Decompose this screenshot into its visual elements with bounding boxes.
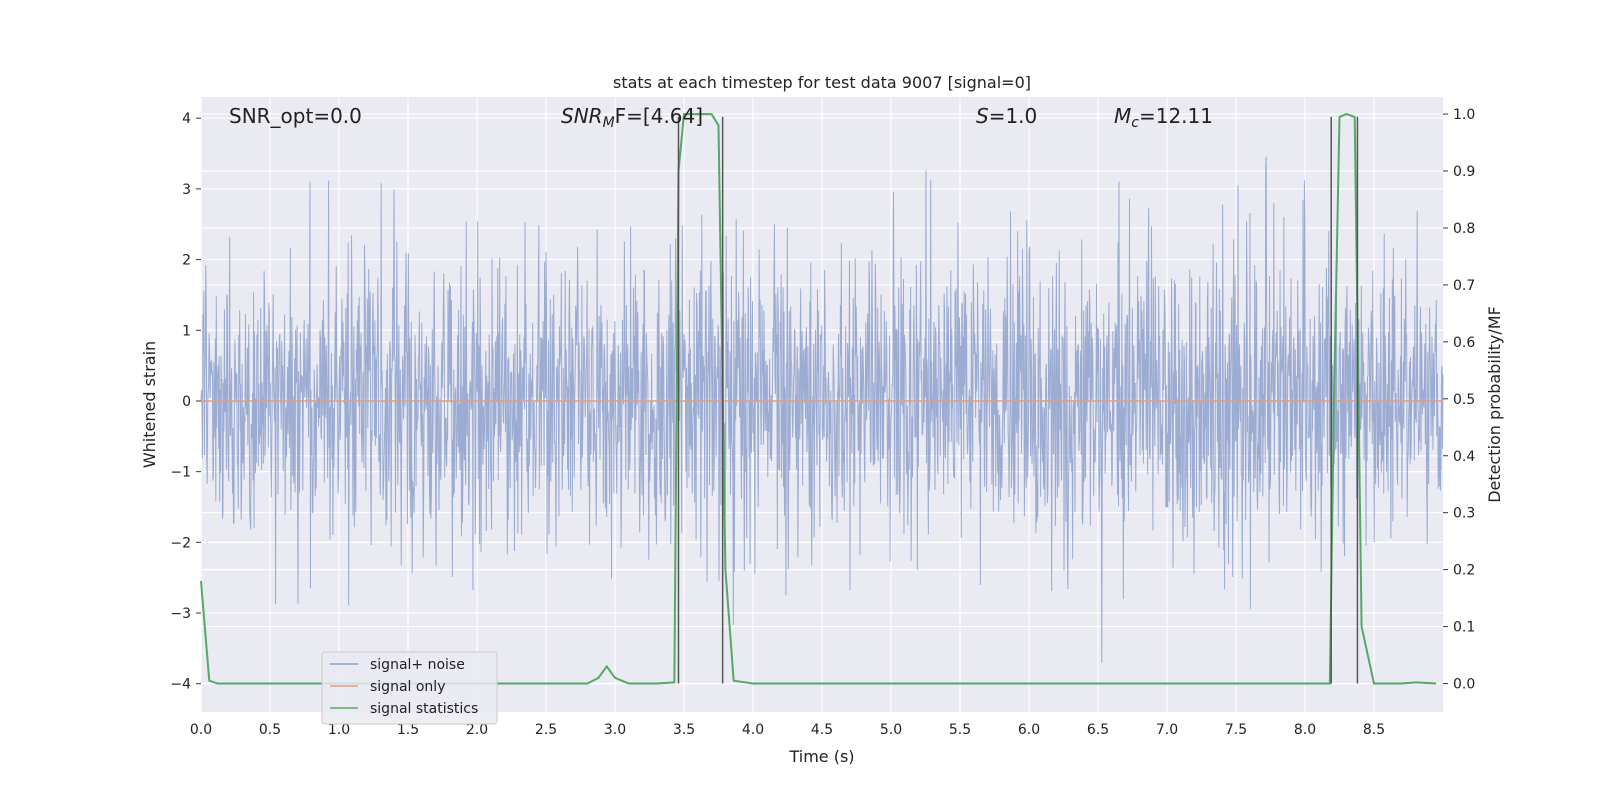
x-tick-label: 7.0	[1156, 722, 1178, 738]
y-tick-label-left: −4	[170, 677, 191, 693]
legend-label-signal-statistics: signal statistics	[370, 701, 478, 717]
annotation-mc: Mc=12.11	[1114, 104, 1213, 131]
x-tick-label: 3.5	[673, 722, 695, 738]
x-axis-label: Time (s)	[788, 747, 854, 766]
y-tick-label-left: 4	[182, 111, 191, 127]
annotation-snr-mf-tail: F=[4.64]	[615, 104, 703, 128]
x-tick-label: 1.0	[328, 722, 350, 738]
annotation-s: S=1.0	[976, 104, 1037, 128]
annotation-s-tail: =1.0	[989, 104, 1038, 128]
annotation-snr-mf-main: SNR	[561, 104, 603, 128]
y-tick-label-left: 1	[182, 323, 191, 339]
annotation-snr-opt: SNR_opt=0.0	[229, 104, 362, 128]
legend: signal+ noise signal only signal statist…	[321, 651, 498, 725]
x-tick-label: 2.0	[466, 722, 488, 738]
x-tick-label: 6.5	[1087, 722, 1109, 738]
x-tick-label: 0.0	[190, 722, 212, 738]
y-axis-label-right: Detection probability/MF	[1485, 306, 1504, 503]
annotation-mc-sub: c	[1131, 115, 1139, 131]
x-tick-label: 1.5	[397, 722, 419, 738]
annotation-snr-mf: SNRMF=[4.64]	[561, 104, 703, 131]
y-tick-label-right: 0.8	[1453, 221, 1475, 237]
y-tick-label-left: 0	[182, 394, 191, 410]
x-tick-label: 2.5	[535, 722, 557, 738]
annotation-s-italic: S	[976, 104, 989, 128]
chart-title: stats at each timestep for test data 900…	[613, 73, 1031, 92]
x-tick-label: 8.5	[1363, 722, 1385, 738]
legend-label-signal-noise: signal+ noise	[370, 657, 465, 673]
y-tick-label-left: −2	[170, 535, 191, 551]
y-tick-label-right: 0.9	[1453, 164, 1475, 180]
x-tick-label: 7.5	[1225, 722, 1247, 738]
x-tick-label: 4.5	[811, 722, 833, 738]
y-axis-label-left: Whitened strain	[140, 341, 159, 468]
x-tick-label: 4.0	[742, 722, 764, 738]
y-tick-label-right: 0.3	[1453, 506, 1475, 522]
x-tick-label: 3.0	[604, 722, 626, 738]
y-tick-label-right: 0.4	[1453, 449, 1475, 465]
line-series-layer	[200, 113, 1443, 685]
annotation-snr-mf-sub: M	[603, 115, 615, 131]
tick-labels: 0.0 0.5 1.0 1.5 2.0 2.5 3.0 3.5 4.0 4.5 5.0 5.5 6.0 6…	[170, 107, 1475, 738]
annotation-mc-tail: =12.11	[1139, 104, 1213, 128]
signal-noise-line	[200, 156, 1444, 663]
legend-box	[321, 651, 498, 725]
y-tick-label-right: 0.5	[1453, 392, 1475, 408]
y-tick-label-left: 2	[182, 253, 191, 269]
y-tick-label-right: 0.6	[1453, 335, 1475, 351]
y-tick-label-right: 0.2	[1453, 563, 1475, 579]
y-tick-label-right: 0.7	[1453, 278, 1475, 294]
x-tick-label: 5.5	[949, 722, 971, 738]
legend-label-signal-only: signal only	[370, 679, 445, 695]
annotation-mc-italic: M	[1114, 104, 1131, 128]
x-tick-label: 0.5	[259, 722, 281, 738]
annotations: SNR_opt=0.0 SNRMF=[4.64] S=1.0 Mc=12.11	[229, 104, 1213, 131]
y-tick-label-left: 3	[182, 182, 191, 198]
y-tick-label-left: −1	[170, 465, 191, 481]
x-tick-label: 8.0	[1294, 722, 1316, 738]
y-tick-label-right: 1.0	[1453, 107, 1475, 123]
y-tick-label-left: −3	[170, 606, 191, 622]
y-tick-label-right: 0.0	[1453, 677, 1475, 693]
signal-statistics-line	[200, 113, 1437, 685]
x-tick-label: 5.0	[880, 722, 902, 738]
signal-noise-series	[200, 156, 1444, 663]
marker-lines	[677, 116, 1359, 684]
x-tick-label: 6.0	[1018, 722, 1040, 738]
y-tick-label-right: 0.1	[1453, 620, 1475, 636]
